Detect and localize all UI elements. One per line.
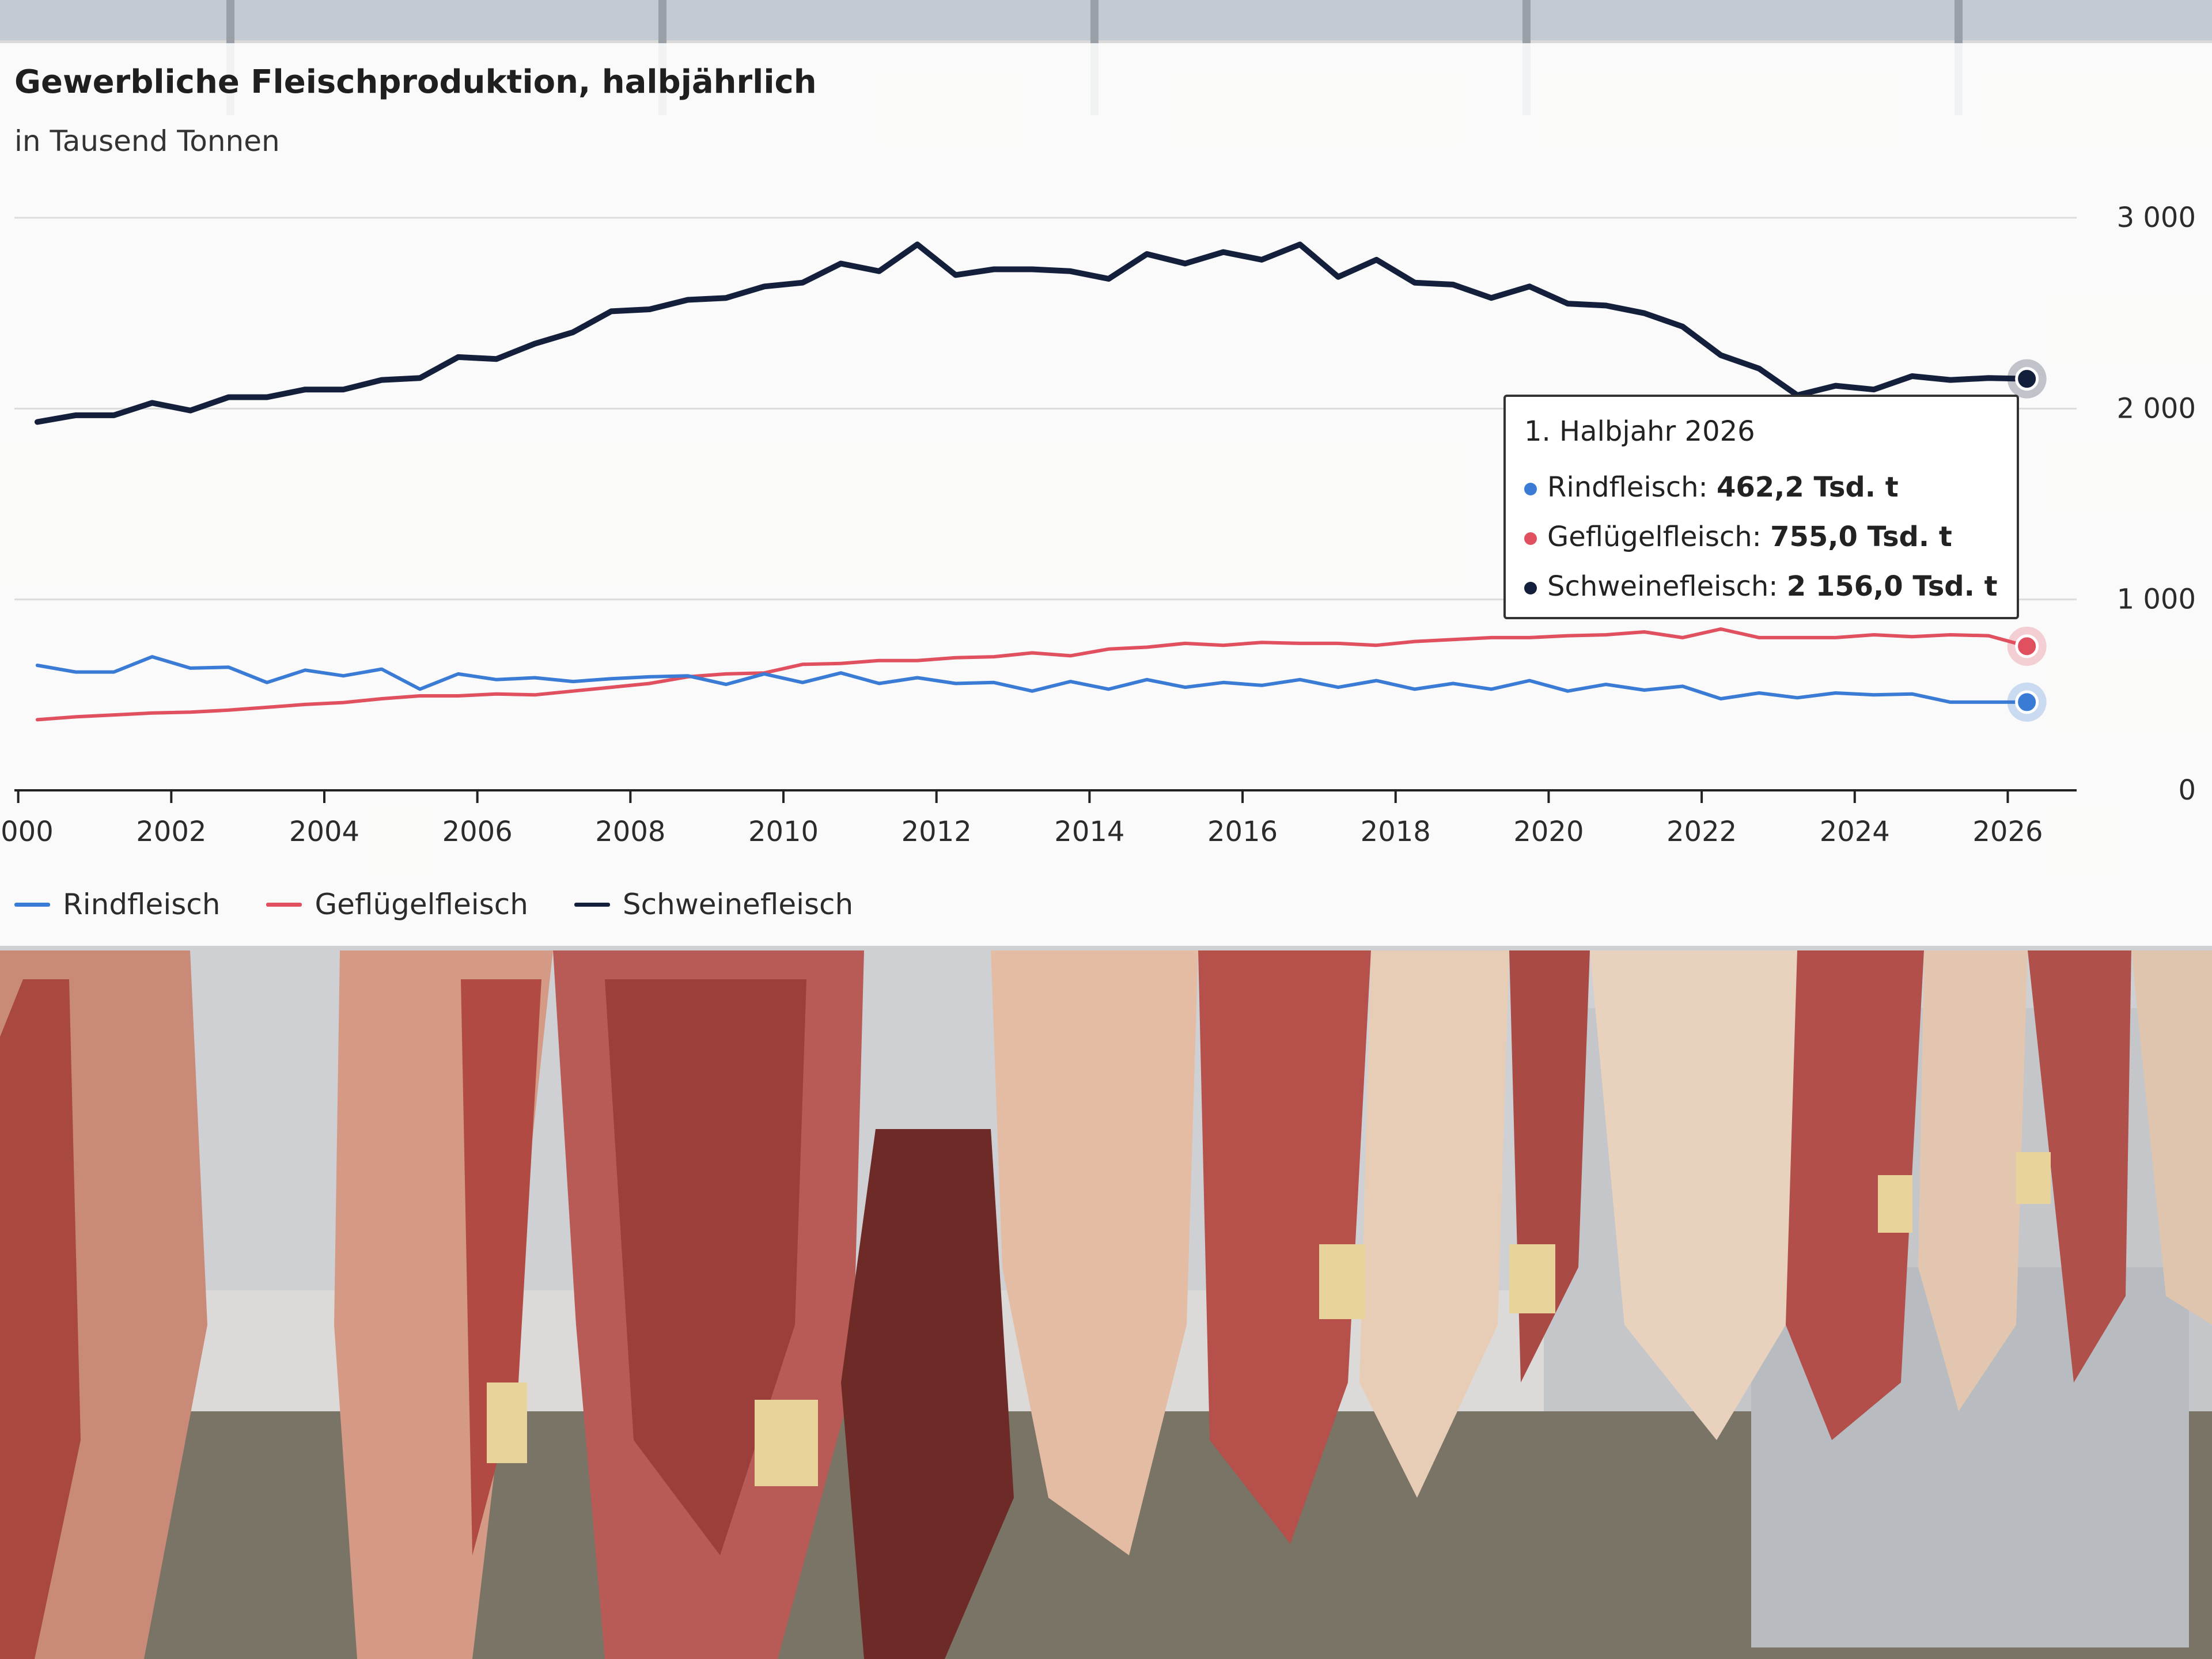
x-tick-label: 2010 <box>748 816 819 848</box>
x-tick-label: 2004 <box>289 816 359 848</box>
series-line-geflügelfleisch <box>35 627 2029 722</box>
highlight-point <box>2015 690 2039 714</box>
chart-title: Gewerbliche Fleischproduktion, halbjährl… <box>14 63 817 101</box>
x-tick-label: 2006 <box>442 816 513 848</box>
y-axis-ticks: 0 1 000 2 000 3 000 <box>2117 202 2196 806</box>
y-tick-label: 0 <box>2178 774 2196 806</box>
y-tick-label: 1 000 <box>2117 584 2196 616</box>
legend-item-schweinefleisch[interactable]: Schweinefleisch <box>574 888 853 921</box>
tooltip-value-rindfleisch: 462,2 Tsd. t <box>1716 471 1899 503</box>
highlight-point <box>2015 634 2039 658</box>
legend-item-gefluegelfleisch[interactable]: Geflügelfleisch <box>266 888 528 921</box>
tooltip-label-rindfleisch: Rindfleisch: <box>1547 471 1708 503</box>
x-tick-label: 2024 <box>1820 816 1890 848</box>
chart-legend: Rindfleisch Geflügelfleisch Schweineflei… <box>14 884 853 925</box>
series-line-schweinefleisch <box>34 241 2030 425</box>
gefluegelfleisch-line-icon <box>266 902 302 907</box>
legend-label-gefluegelfleisch: Geflügelfleisch <box>315 888 528 921</box>
tooltip-label-gefluegelfleisch: Geflügelfleisch: <box>1547 521 1762 553</box>
schweinefleisch-dot-icon <box>1524 582 1537 594</box>
series-line-rindfleisch <box>35 655 2029 704</box>
x-tick-label: 2022 <box>1666 816 1737 848</box>
gefluegelfleisch-dot-icon <box>1524 532 1537 545</box>
rindfleisch-dot-icon <box>1524 483 1537 495</box>
legend-item-rindfleisch[interactable]: Rindfleisch <box>14 888 220 921</box>
series-lines <box>34 241 2030 722</box>
tooltip-row-schweinefleisch: Schweinefleisch: 2 156,0 Tsd. t <box>1524 562 1998 611</box>
tooltip-row-gefluegelfleisch: Geflügelfleisch: 755,0 Tsd. t <box>1524 512 1998 562</box>
highlight-point <box>2015 367 2039 391</box>
chart-subtitle: in Tausend Tonnen <box>14 124 280 158</box>
highlight-markers <box>2007 359 2047 722</box>
x-tick-label: 2018 <box>1361 816 1431 848</box>
tooltip-value-schweinefleisch: 2 156,0 Tsd. t <box>1786 570 1998 603</box>
x-tick-label: 2002 <box>136 816 206 848</box>
x-tick-label: 2026 <box>1972 816 2043 848</box>
x-tick-label: 2012 <box>902 816 972 848</box>
x-tick-label: 2020 <box>1513 816 1584 848</box>
y-tick-label: 3 000 <box>2117 202 2196 234</box>
tooltip-row-rindfleisch: Rindfleisch: 462,2 Tsd. t <box>1524 463 1998 512</box>
x-tick-label: 2008 <box>595 816 665 848</box>
legend-label-rindfleisch: Rindfleisch <box>63 888 221 921</box>
tooltip-value-gefluegelfleisch: 755,0 Tsd. t <box>1770 521 1952 553</box>
x-tick-label: 2014 <box>1054 816 1124 848</box>
legend-label-schweinefleisch: Schweinefleisch <box>622 888 854 921</box>
schweinefleisch-line-icon <box>574 902 610 907</box>
x-tick-label: 2016 <box>1207 816 1278 848</box>
rindfleisch-line-icon <box>14 902 50 907</box>
tooltip-label-schweinefleisch: Schweinefleisch: <box>1547 570 1778 603</box>
tooltip-title: 1. Halbjahr 2026 <box>1524 415 1755 448</box>
y-tick-label: 2 000 <box>2117 392 2196 425</box>
hover-tooltip: 1. Halbjahr 2026 Rindfleisch: 462,2 Tsd.… <box>1503 395 2019 619</box>
